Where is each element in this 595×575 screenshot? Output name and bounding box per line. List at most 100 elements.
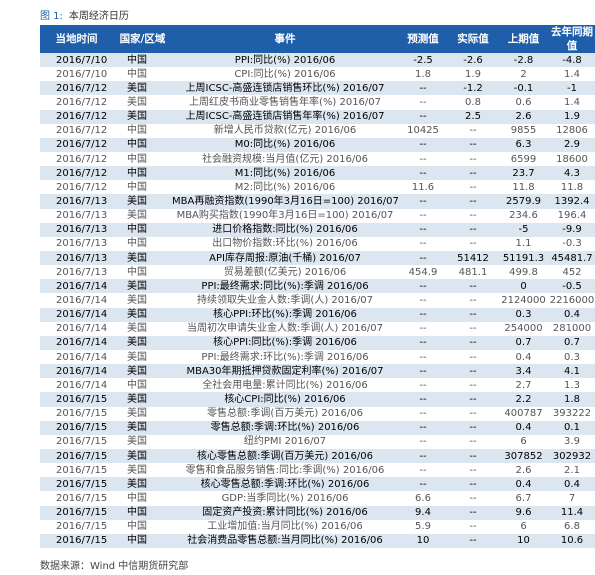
forecast-cell: -- (398, 236, 448, 251)
event-cell: MBA购买指数(1990年3月16日=100) 2016/07 (172, 208, 398, 223)
date-cell: 2016/7/14 (40, 364, 113, 379)
table-row: 2016/7/12 中国 M2:同比(%) 2016/06 11.6 -- 11.8 11.… (40, 180, 595, 195)
country-cell: 美国 (113, 349, 172, 365)
header-actual: 实际值 (448, 25, 498, 53)
table-row: 2016/7/12 美国 上周ICSC-高盛连锁店销售环比(%) 2016/07 --… (40, 81, 595, 96)
date-cell: 2016/7/14 (40, 321, 113, 336)
table-row: 2016/7/12 中国 新增人民币贷款(亿元) 2016/06 10425 -- 985… (40, 123, 595, 138)
forecast-cell: -2.5 (398, 53, 448, 68)
actual-cell: -- (448, 477, 498, 492)
forecast-cell: -- (398, 335, 448, 350)
previous-cell: 2579.9 (498, 194, 549, 209)
event-cell: 零售总额:季调(百万美元) 2016/06 (172, 406, 398, 421)
actual-cell: -- (448, 378, 498, 393)
previous-cell: 2.7 (498, 378, 549, 393)
last-year-cell: 1.9 (549, 109, 595, 124)
event-cell: 社会消费品零售总额:当月同比(%) 2016/06 (172, 533, 398, 548)
country-cell: 美国 (113, 420, 172, 435)
date-cell: 2016/7/12 (40, 123, 113, 138)
last-year-cell: -0.5 (549, 279, 595, 294)
table-row: 2016/7/13 中国 进口价格指数:同比(%) 2016/06 -- -- -5 -9.… (40, 222, 595, 237)
forecast-cell: -- (398, 349, 448, 365)
table-row: 2016/7/13 中国 贸易差额(亿美元) 2016/06 454.9 481.1 49… (40, 265, 595, 280)
event-cell: MBA30年期抵押贷款固定利率(%) 2016/07 (172, 364, 398, 379)
previous-cell: 400787 (498, 406, 549, 421)
forecast-cell: -- (398, 420, 448, 435)
country-cell: 美国 (113, 279, 172, 294)
forecast-cell: -- (398, 151, 448, 167)
table-row: 2016/7/15 美国 零售总额:季调(百万美元) 2016/06 -- -- 4007… (40, 406, 595, 421)
actual-cell: -- (448, 236, 498, 251)
table-row: 2016/7/14 美国 持续领取失业金人数:季调(人) 2016/07 -- -- 21… (40, 293, 595, 308)
country-cell: 美国 (113, 364, 172, 379)
last-year-cell: 10.6 (549, 533, 595, 548)
event-cell: M0:同比(%) 2016/06 (172, 137, 398, 152)
forecast-cell: -- (398, 222, 448, 237)
forecast-cell: -- (398, 378, 448, 393)
actual-cell: -- (448, 279, 498, 294)
actual-cell: -- (448, 491, 498, 506)
event-cell: GDP:当季同比(%) 2016/06 (172, 491, 398, 506)
table-row: 2016/7/15 美国 核心零售总额:季调:环比(%) 2016/06 -- -- 0.… (40, 477, 595, 492)
previous-cell: 6.7 (498, 491, 549, 506)
table-row: 2016/7/13 中国 出口物价指数:环比(%) 2016/06 -- -- 1.1 -0… (40, 236, 595, 251)
forecast-cell: -- (398, 95, 448, 110)
forecast-cell: -- (398, 137, 448, 152)
forecast-cell: -- (398, 434, 448, 449)
forecast-cell: -- (398, 293, 448, 308)
previous-cell: 3.4 (498, 364, 549, 379)
date-cell: 2016/7/12 (40, 180, 113, 195)
event-cell: 零售总额:季调:环比(%) 2016/06 (172, 420, 398, 435)
event-cell: 当周初次申请失业金人数:季调(人) 2016/07 (172, 321, 398, 336)
event-cell: PPI:最终需求:同比(%):季调 2016/06 (172, 279, 398, 294)
last-year-cell: 452 (549, 265, 595, 280)
last-year-cell: 281000 (549, 321, 595, 336)
previous-cell: 9855 (498, 123, 549, 138)
figure-caption-label: 图 1: (40, 11, 63, 22)
actual-cell: -- (448, 420, 498, 435)
event-cell: 工业增加值:当月同比(%) 2016/06 (172, 519, 398, 534)
last-year-cell: 11.8 (549, 180, 595, 195)
forecast-cell: 5.9 (398, 519, 448, 534)
figure-caption-text: 本周经济日历 (68, 11, 129, 22)
last-year-cell: 2.9 (549, 137, 595, 152)
country-cell: 美国 (113, 208, 172, 223)
previous-cell: -0.1 (498, 81, 549, 96)
country-cell: 中国 (113, 505, 172, 520)
last-year-cell: -4.8 (549, 53, 595, 68)
table-row: 2016/7/14 美国 PPI:最终需求:环比(%):季调 2016/06 -- --… (40, 349, 595, 365)
table-row: 2016/7/14 美国 核心PPI:同比(%):季调 2016/06 -- -- 0.7… (40, 335, 595, 350)
forecast-cell: -- (398, 392, 448, 407)
last-year-cell: -9.9 (549, 222, 595, 237)
last-year-cell: 2.1 (549, 463, 595, 478)
table-row: 2016/7/15 中国 工业增加值:当月同比(%) 2016/06 5.9 -- 6 6.… (40, 519, 595, 534)
date-cell: 2016/7/14 (40, 349, 113, 365)
actual-cell: -- (448, 208, 498, 223)
header-event: 事件 (172, 25, 398, 53)
previous-cell: 2.2 (498, 392, 549, 407)
actual-cell: -- (448, 123, 498, 138)
table-row: 2016/7/15 中国 社会消费品零售总额:当月同比(%) 2016/06 10 --… (40, 533, 595, 548)
forecast-cell: -- (398, 321, 448, 336)
actual-cell: -- (448, 222, 498, 237)
date-cell: 2016/7/13 (40, 194, 113, 209)
actual-cell: -- (448, 533, 498, 548)
last-year-cell: 6.8 (549, 519, 595, 534)
event-cell: 贸易差额(亿美元) 2016/06 (172, 265, 398, 280)
last-year-cell: 2216000 (549, 293, 595, 308)
actual-cell: -- (448, 321, 498, 336)
forecast-cell: -- (398, 364, 448, 379)
country-cell: 美国 (113, 321, 172, 336)
previous-cell: 0 (498, 279, 549, 294)
date-cell: 2016/7/10 (40, 67, 113, 82)
actual-cell: -- (448, 166, 498, 181)
date-cell: 2016/7/15 (40, 392, 113, 407)
last-year-cell: 1.3 (549, 378, 595, 393)
actual-cell: 51412 (448, 250, 498, 266)
previous-cell: 2124000 (498, 293, 549, 308)
table-row: 2016/7/15 美国 核心CPI:同比(%) 2016/06 -- -- 2.2 1.8 (40, 392, 595, 407)
event-cell: PPI:同比(%) 2016/06 (172, 53, 398, 68)
table-row: 2016/7/10 中国 PPI:同比(%) 2016/06 -2.5 -2.6 -2.8… (40, 53, 595, 68)
header-previous: 上期值 (498, 25, 549, 53)
previous-cell: 307852 (498, 448, 549, 464)
